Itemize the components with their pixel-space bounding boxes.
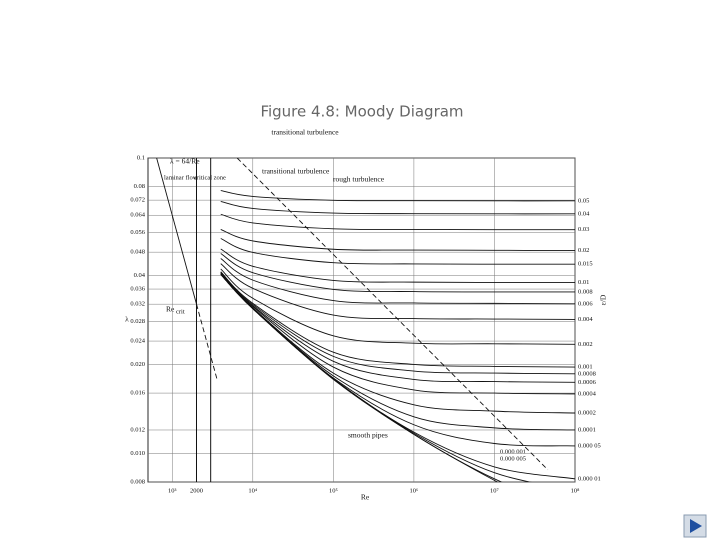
series-label: 0.000 005 xyxy=(500,455,526,462)
series-label: 0.03 xyxy=(578,226,589,233)
x-tick-label: 10³ xyxy=(168,487,177,494)
annotation: transitional turbulence xyxy=(262,167,330,176)
series-label: 0.02 xyxy=(578,247,589,254)
series-line xyxy=(220,273,575,447)
y-tick-label: 0.04 xyxy=(134,272,146,279)
series-line xyxy=(220,273,575,414)
y-tick-label: 0.010 xyxy=(130,450,145,457)
annotation: laminar flow xyxy=(164,174,198,181)
y-tick-label: 0.020 xyxy=(130,361,145,368)
curves xyxy=(156,158,575,482)
series-line xyxy=(220,258,575,305)
y-axis-label: λ xyxy=(125,315,129,324)
series-label: 0.0008 xyxy=(578,370,596,377)
x-tick-label: 10⁵ xyxy=(329,487,338,494)
annotation: transitional turbulence xyxy=(271,128,339,137)
series-line xyxy=(220,200,575,215)
y-tick-label: 0.016 xyxy=(130,390,145,397)
series-line xyxy=(220,263,575,320)
series-line xyxy=(220,273,503,482)
series-label: 0.05 xyxy=(578,197,589,204)
x-tick-label: 2000 xyxy=(190,487,203,494)
series-label: 0.000 05 xyxy=(578,442,601,449)
series-label: 0.015 xyxy=(578,261,593,268)
x-axis-label: Re xyxy=(361,493,370,502)
y-tick-label: 0.028 xyxy=(130,318,145,325)
annotation: Re xyxy=(166,305,175,314)
series-line xyxy=(156,158,197,305)
series-label: 0.000 001 xyxy=(500,448,526,455)
series-label: 0.000 01 xyxy=(578,475,601,482)
series-line xyxy=(220,190,575,202)
series-label: 0.0004 xyxy=(578,390,597,397)
series-label: 0.004 xyxy=(578,316,593,323)
series-line xyxy=(220,229,575,252)
y-tick-label: 0.048 xyxy=(130,249,145,256)
y-tick-label: 0.1 xyxy=(137,154,145,161)
series-label: 0.006 xyxy=(578,300,593,307)
series-label: 0.001 xyxy=(578,364,593,371)
annotation: critical zone xyxy=(194,174,226,181)
annotation: crit xyxy=(176,308,185,315)
y-tick-label: 0.056 xyxy=(130,229,145,236)
y-tick-label: 0.012 xyxy=(130,426,145,433)
series-label: λ = 64/Re xyxy=(170,157,200,166)
series-line xyxy=(236,158,549,471)
series-line xyxy=(220,238,575,265)
series-label: 0.002 xyxy=(578,341,593,348)
y-tick-label: 0.072 xyxy=(130,197,145,204)
nav-arrow[interactable] xyxy=(690,519,702,533)
series-label: 0.0002 xyxy=(578,409,596,416)
series-label: 0.0006 xyxy=(578,379,597,386)
series-label: 0.04 xyxy=(578,210,590,217)
slide-title: Figure 4.8: Moody Diagram xyxy=(260,103,463,121)
x-tick-label: 10⁷ xyxy=(490,487,499,494)
nav-button[interactable] xyxy=(683,514,707,538)
y-tick-label: 0.08 xyxy=(134,183,145,190)
annotation: rough turbulence xyxy=(333,175,385,184)
series-line xyxy=(220,272,575,383)
series-line xyxy=(220,213,575,231)
series-label: smooth pipes xyxy=(348,431,388,440)
series-line xyxy=(220,272,575,375)
series-label: 0.01 xyxy=(578,279,589,286)
series-line xyxy=(220,248,575,283)
series-label: 0.008 xyxy=(578,288,593,295)
series-line xyxy=(196,304,218,380)
x-tick-label: 10⁴ xyxy=(248,487,258,494)
y-tick-label: 0.008 xyxy=(130,478,145,485)
y2-axis-label: ε/D xyxy=(599,294,608,305)
series-line xyxy=(220,273,499,482)
y-tick-label: 0.036 xyxy=(130,286,145,293)
series-line xyxy=(220,253,575,293)
x-tick-label: 10⁶ xyxy=(410,487,419,494)
y-tick-label: 0.032 xyxy=(130,301,145,308)
x-tick-label: 10⁸ xyxy=(571,487,581,494)
series-label: 0.0001 xyxy=(578,426,596,433)
series-line xyxy=(220,271,575,368)
y-tick-label: 0.064 xyxy=(130,212,145,219)
series-line xyxy=(220,273,575,395)
series-line xyxy=(220,268,575,345)
y-tick-label: 0.024 xyxy=(130,338,145,345)
